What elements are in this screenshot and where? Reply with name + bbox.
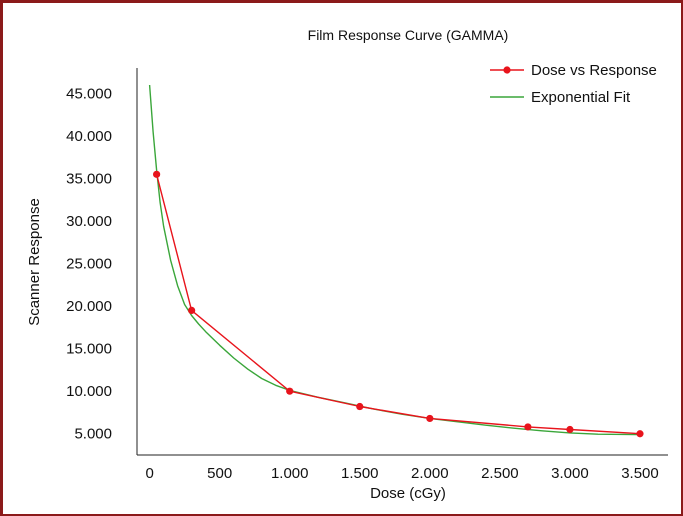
- y-tick-label: 15.000: [66, 341, 112, 358]
- data-point: [524, 423, 532, 431]
- data-point: [426, 414, 434, 423]
- x-tick-label: 0: [145, 465, 153, 482]
- y-tick-label: 5.000: [74, 426, 112, 443]
- y-tick-label: 40.000: [66, 128, 112, 145]
- x-tick-label: 1.500: [341, 465, 379, 482]
- y-tick-labels: 5.000 10.000 15.000 20.000 25.000 30.000 35.00…: [66, 86, 112, 443]
- x-tick-label: 500: [207, 465, 232, 482]
- legend-swatch-marker: [503, 66, 511, 74]
- data-point: [286, 387, 294, 395]
- data-point: [188, 306, 196, 315]
- x-tick-labels: 0 500 1.000 1.500 2.000 2.500 3.000 3.500: [145, 465, 658, 482]
- x-tick-label: 3.000: [551, 465, 589, 482]
- axes: [136, 68, 668, 456]
- legend-label: Dose vs Response: [531, 62, 657, 79]
- data-point: [636, 430, 644, 438]
- data-point: [153, 170, 161, 178]
- fit-line: [148, 84, 641, 436]
- x-tick-label: 2.000: [411, 465, 449, 482]
- y-axis-label: Scanner Response: [26, 198, 43, 326]
- x-axis-label: Dose (cGy): [370, 485, 446, 502]
- data-line: [155, 174, 641, 435]
- series-layer: [148, 84, 644, 438]
- y-tick-label: 30.000: [66, 213, 112, 230]
- data-point: [566, 425, 574, 434]
- data-point: [356, 402, 364, 411]
- x-tick-label: 2.500: [481, 465, 519, 482]
- y-tick-label: 45.000: [66, 86, 112, 103]
- y-tick-label: 10.000: [66, 383, 112, 400]
- chart-title: Film Response Curve (GAMMA): [308, 27, 509, 43]
- legend: Dose vs Response Exponential Fit: [490, 62, 657, 106]
- y-tick-label: 20.000: [66, 298, 112, 315]
- legend-label: Exponential Fit: [531, 89, 631, 106]
- y-tick-label: 25.000: [66, 256, 112, 273]
- y-tick-label: 35.000: [66, 171, 112, 188]
- x-tick-label: 3.500: [621, 465, 659, 482]
- x-tick-label: 1.000: [271, 465, 309, 482]
